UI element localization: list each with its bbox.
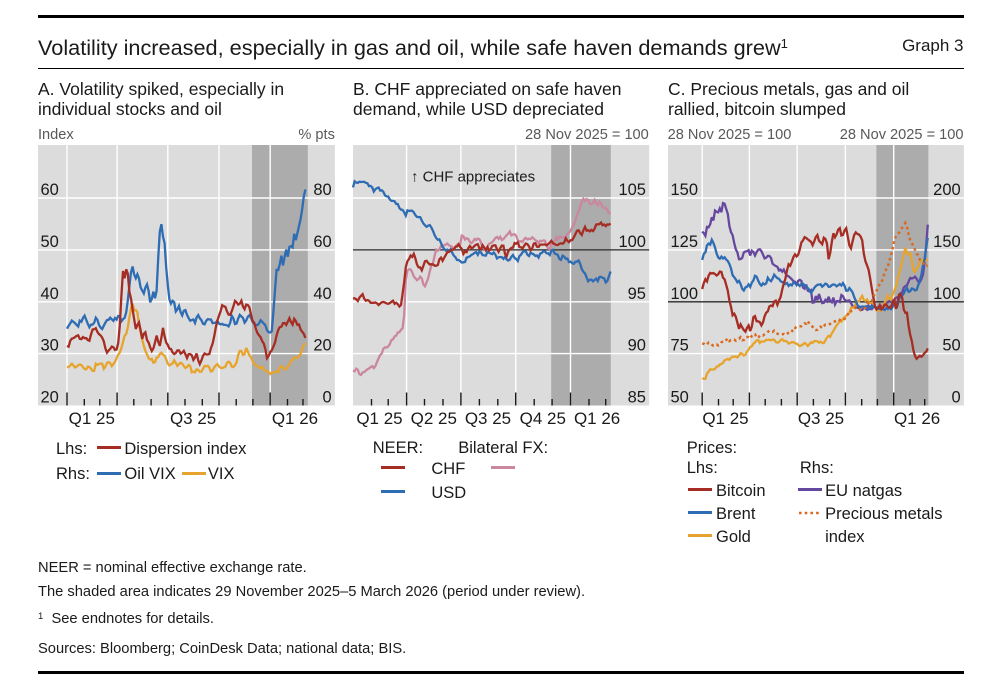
svg-text:50: 50 [942, 337, 960, 355]
svg-text:Q1 26: Q1 26 [574, 409, 620, 428]
svg-text:Q2 25: Q2 25 [410, 409, 456, 428]
svg-text:20: 20 [40, 388, 58, 406]
svg-text:Q3 25: Q3 25 [797, 409, 843, 428]
svg-text:80: 80 [313, 181, 331, 199]
svg-text:60: 60 [40, 181, 58, 199]
svg-text:200: 200 [933, 181, 961, 199]
svg-text:125: 125 [670, 233, 698, 251]
svg-text:100: 100 [618, 233, 646, 251]
svg-text:105: 105 [618, 181, 646, 199]
svg-text:95: 95 [627, 285, 645, 303]
svg-text:100: 100 [670, 285, 698, 303]
svg-text:Q1 25: Q1 25 [356, 409, 402, 428]
svg-text:150: 150 [933, 233, 961, 251]
svg-text:85: 85 [627, 388, 645, 406]
svg-text:20: 20 [313, 337, 331, 355]
svg-text:50: 50 [40, 233, 58, 251]
svg-text:90: 90 [627, 337, 645, 355]
svg-text:0: 0 [323, 388, 332, 406]
svg-text:Q3 25: Q3 25 [464, 409, 510, 428]
svg-text:75: 75 [670, 337, 688, 355]
svg-text:0: 0 [951, 388, 960, 406]
svg-text:60: 60 [313, 233, 331, 251]
svg-text:Q4 25: Q4 25 [519, 409, 565, 428]
svg-text:50: 50 [670, 388, 688, 406]
svg-text:Q1 25: Q1 25 [69, 409, 115, 428]
svg-text:Q1 26: Q1 26 [894, 409, 940, 428]
svg-text:30: 30 [40, 337, 58, 355]
svg-text:100: 100 [933, 285, 961, 303]
svg-text:Q1 26: Q1 26 [272, 409, 318, 428]
svg-text:↑ CHF appreciates: ↑ CHF appreciates [411, 169, 535, 186]
svg-text:40: 40 [40, 285, 58, 303]
svg-text:150: 150 [670, 181, 698, 199]
svg-text:Q3 25: Q3 25 [170, 409, 216, 428]
svg-text:Q1 25: Q1 25 [702, 409, 748, 428]
svg-text:40: 40 [313, 285, 331, 303]
